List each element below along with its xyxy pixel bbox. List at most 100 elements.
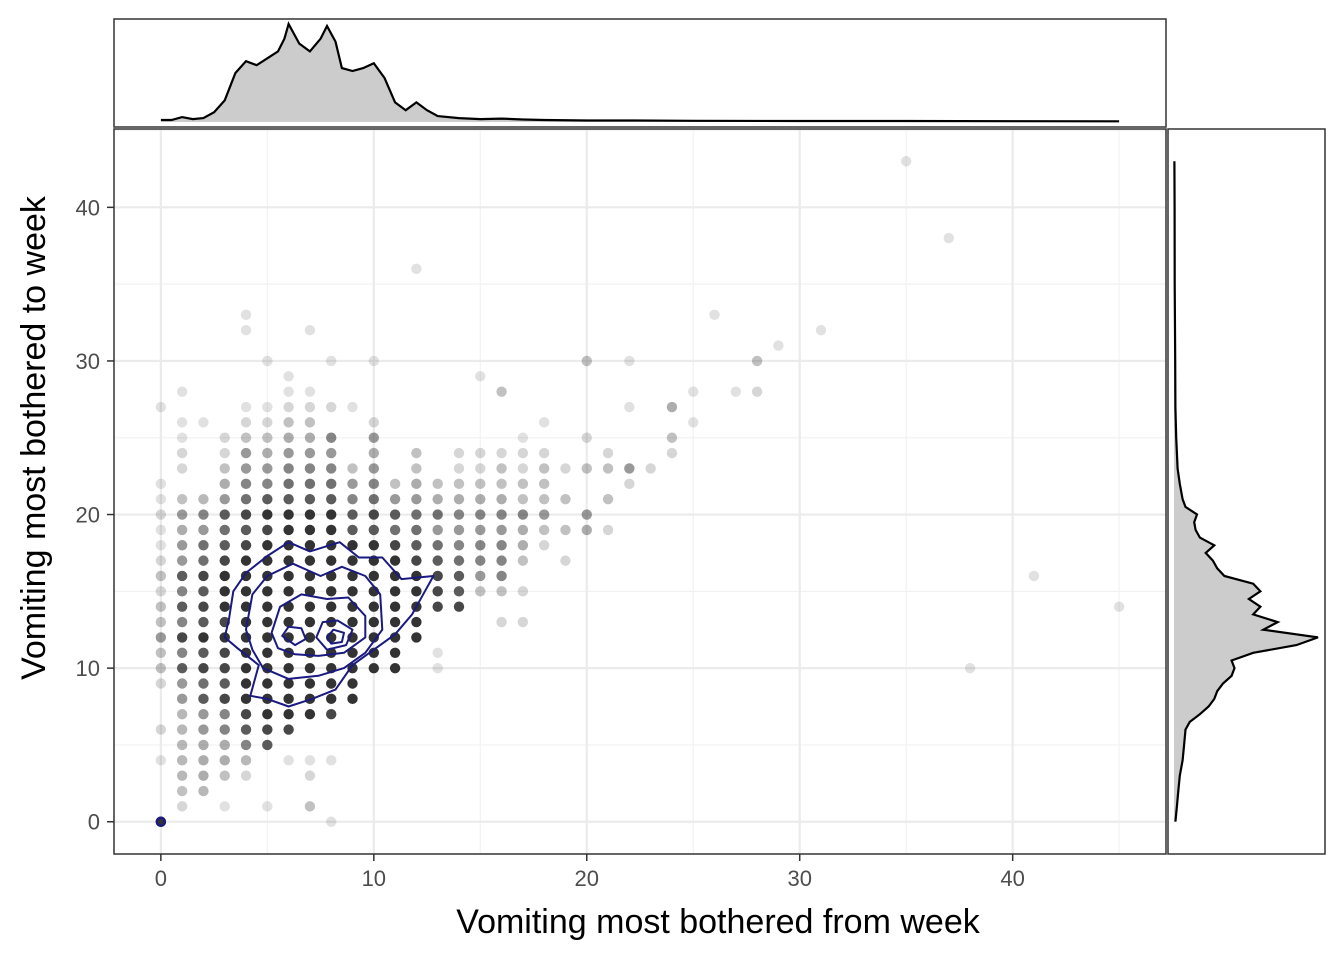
scatter-point [581, 432, 592, 443]
scatter-point [326, 401, 337, 413]
scatter-point [240, 755, 252, 766]
scatter-point [198, 755, 209, 766]
scatter-point [262, 493, 273, 505]
scatter-point [155, 647, 167, 658]
scatter-point [176, 586, 188, 597]
scatter-point [262, 601, 273, 612]
scatter-point [176, 755, 188, 766]
scatter-point [389, 509, 401, 520]
scatter-point [326, 432, 337, 443]
y-tick-label: 10 [76, 656, 100, 681]
scatter-point [304, 509, 316, 520]
scatter-point [176, 647, 188, 658]
scatter-point [666, 447, 678, 459]
scatter-point [368, 540, 380, 551]
scatter-point [751, 386, 763, 397]
scatter-point [347, 586, 358, 597]
scatter-point [198, 647, 209, 658]
scatter-point [389, 540, 401, 551]
scatter-point [432, 524, 443, 536]
scatter-point [176, 616, 188, 628]
scatter-point [219, 678, 230, 689]
scatter-point [240, 493, 252, 505]
x-tick-label: 40 [1000, 866, 1024, 891]
scatter-point [730, 386, 742, 397]
scatter-point [347, 693, 358, 705]
scatter-point [517, 463, 529, 474]
scatter-point [475, 509, 486, 520]
scatter-point [262, 447, 273, 459]
scatter-point [198, 586, 209, 597]
scatter-point [368, 616, 380, 628]
scatter-point [411, 447, 422, 459]
scatter-point [368, 509, 380, 520]
scatter-point [176, 570, 188, 582]
scatter-point [304, 447, 316, 459]
scatter-point [347, 540, 358, 551]
x-density-line [160, 21, 1120, 123]
scatter-point [326, 524, 337, 536]
scatter-point [304, 662, 316, 674]
scatter-point [219, 570, 230, 582]
scatter-point [602, 493, 614, 505]
scatter-point [198, 616, 209, 628]
scatter-point [219, 540, 230, 551]
scatter-point [304, 463, 316, 474]
scatter-point [751, 355, 763, 367]
scatter-point [304, 755, 316, 766]
scatter-point [155, 493, 167, 505]
scatter-point [176, 709, 188, 720]
scatter-point [283, 386, 294, 397]
scatter-point [198, 662, 209, 674]
scatter-point [624, 478, 635, 490]
scatter-point [155, 570, 167, 582]
scatter-point [219, 509, 230, 520]
scatter-point [581, 463, 592, 474]
scatter-point [517, 509, 529, 520]
scatter-point [411, 263, 422, 274]
scatter-point [347, 509, 358, 520]
scatter-point [347, 478, 358, 490]
scatter-point [1028, 570, 1040, 582]
scatter-point [219, 770, 230, 781]
scatter-point [496, 478, 507, 490]
scatter-point [326, 355, 337, 367]
scatter-point [262, 524, 273, 536]
scatter-point [453, 447, 465, 459]
scatter-point [538, 524, 550, 536]
scatter-point [219, 555, 230, 566]
x-tick-label: 0 [155, 866, 167, 891]
scatter-point [347, 493, 358, 505]
scatter-point [368, 632, 380, 643]
scatter-point [538, 509, 550, 520]
scatter-point [262, 616, 273, 628]
scatter-point [304, 555, 316, 566]
scatter-point [304, 417, 316, 428]
scatter-point [176, 524, 188, 536]
scatter-point [389, 586, 401, 597]
scatter-point [815, 325, 827, 336]
scatter-point [517, 524, 529, 536]
scatter-point [240, 586, 252, 597]
scatter-point [240, 478, 252, 490]
scatter-point [262, 739, 273, 751]
scatter-point [262, 678, 273, 689]
scatter-point [517, 586, 529, 597]
scatter-point [240, 739, 252, 751]
scatter-point [538, 463, 550, 474]
scatter-point [304, 586, 316, 597]
scatter-point [283, 570, 294, 582]
scatter-point [304, 540, 316, 551]
scatter-point [283, 555, 294, 566]
scatter-point [581, 509, 592, 520]
scatter-point [602, 463, 614, 474]
scatter-point [496, 540, 507, 551]
scatter-point [496, 586, 507, 597]
scatter-point [155, 724, 167, 735]
scatter-point [496, 463, 507, 474]
scatter-point [453, 509, 465, 520]
scatter-point [283, 693, 294, 705]
scatter-point [176, 632, 188, 643]
scatter-point [262, 801, 273, 812]
